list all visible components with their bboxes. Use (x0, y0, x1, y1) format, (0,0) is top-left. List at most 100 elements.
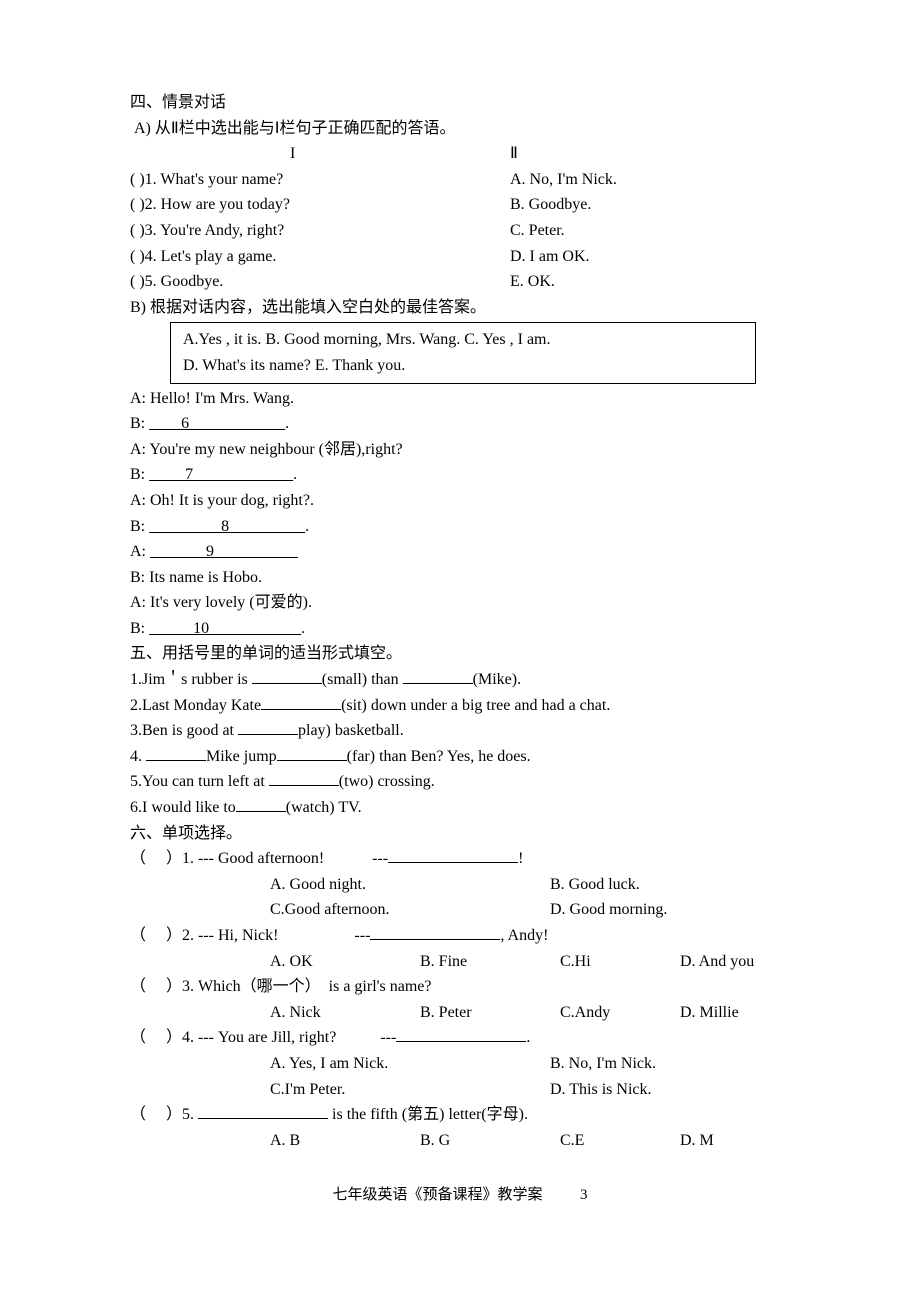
dialogue-line: A: It's very lovely (可爱的). (130, 590, 790, 616)
q5-blank[interactable] (198, 1118, 328, 1119)
q1-d[interactable]: D. Good morning. (550, 897, 667, 923)
dialogue-line: B: 7 . (130, 462, 790, 488)
fill-blank[interactable] (269, 785, 339, 786)
q5-pre: （ ）5. (130, 1106, 198, 1123)
match-right: D. I am OK. (510, 244, 590, 270)
match-left: How are you today? (161, 196, 290, 213)
footer-text: 七年级英语《预备课程》教学案 (332, 1187, 542, 1203)
q4-a[interactable]: A. Yes, I am Nick. (270, 1051, 550, 1077)
q1-b[interactable]: B. Good luck. (550, 872, 640, 898)
dialogue-blank[interactable]: 8 (149, 518, 305, 535)
page-number: 3 (580, 1187, 588, 1203)
q2-b[interactable]: B. Fine (420, 949, 560, 975)
q1-post: ! (518, 850, 523, 867)
q3-b[interactable]: B. Peter (420, 1000, 560, 1026)
fill-blank[interactable] (146, 760, 206, 761)
match-row: ( )1. What's your name?A. No, I'm Nick. (130, 167, 790, 193)
dialogue-blank[interactable]: 6 (149, 415, 285, 432)
dialogue-line: A: Oh! It is your dog, right?. (130, 488, 790, 514)
q1-opts-row1: A. Good night.B. Good luck. (130, 872, 790, 898)
q4-post: . (526, 1029, 530, 1046)
q5-c[interactable]: C.E (560, 1128, 680, 1154)
dialogue-line: A: You're my new neighbour (邻居),right? (130, 437, 790, 463)
q3-c[interactable]: C.Andy (560, 1000, 680, 1026)
match-num[interactable]: ( )2. (130, 196, 157, 213)
dialogue-line: A: Hello! I'm Mrs. Wang. (130, 386, 790, 412)
fill-line: 2.Last Monday Kate(sit) down under a big… (130, 693, 790, 719)
q4-d[interactable]: D. This is Nick. (550, 1077, 651, 1103)
q3-opts: A. NickB. PeterC.AndyD. Millie (130, 1000, 790, 1026)
fill-line: 1.Jim＇s rubber is (small) than (Mike). (130, 667, 790, 693)
dialogue-line: A: 9 (130, 539, 790, 565)
q1-opts-row2: C.Good afternoon.D. Good morning. (130, 897, 790, 923)
fill-blank[interactable] (261, 709, 341, 710)
q1-stem: （ ）1. --- Good afternoon! ---! (130, 846, 790, 872)
section6-title: 六、单项选择。 (130, 821, 790, 847)
fill-line: 5.You can turn left at (two) crossing. (130, 769, 790, 795)
q5-post: is the fifth (第五) letter(字母). (328, 1106, 528, 1123)
match-right: B. Goodbye. (510, 192, 591, 218)
match-num[interactable]: ( )5. (130, 273, 157, 290)
col-right-header: Ⅱ (510, 141, 518, 167)
q2-blank[interactable] (370, 939, 500, 940)
q1-blank[interactable] (388, 862, 518, 863)
q2-pre: （ ）2. --- Hi, Nick! --- (130, 927, 370, 944)
section4-title: 四、情景对话 (130, 90, 790, 116)
section5-title: 五、用括号里的单词的适当形式填空。 (130, 641, 790, 667)
q3-a[interactable]: A. Nick (270, 1000, 420, 1026)
fill-line: 3.Ben is good at play) basketball. (130, 718, 790, 744)
fill-blank[interactable] (236, 811, 286, 812)
q5-a[interactable]: A. B (270, 1128, 420, 1154)
dialogue-line: B: 8 . (130, 514, 790, 540)
footer: 七年级英语《预备课程》教学案 3 (130, 1183, 790, 1207)
match-row: ( )3. You're Andy, right? C. Peter. (130, 218, 790, 244)
answer-box: A.Yes , it is. B. Good morning, Mrs. Wan… (170, 322, 756, 383)
section4a-instruction: A) 从Ⅱ栏中选出能与Ⅰ栏句子正确匹配的答语。 (130, 116, 790, 142)
fill-blank[interactable] (252, 683, 322, 684)
dialogue-blank[interactable]: 10 (149, 620, 301, 637)
fill-blank[interactable] (277, 760, 347, 761)
fill-blank[interactable] (238, 734, 298, 735)
section4b-instruction: B) 根据对话内容，选出能填入空白处的最佳答案。 (130, 295, 790, 321)
q5-b[interactable]: B. G (420, 1128, 560, 1154)
col-left-header: I (290, 141, 510, 167)
match-left: You're Andy, right? (160, 222, 284, 239)
q4-c[interactable]: C.I'm Peter. (270, 1077, 550, 1103)
dialogue-line: B: 10 . (130, 616, 790, 642)
q2-c[interactable]: C.Hi (560, 949, 680, 975)
match-left: Goodbye. (161, 273, 224, 290)
q5-opts: A. BB. GC.ED. M (130, 1128, 790, 1154)
match-num[interactable]: ( )3. (130, 222, 157, 239)
column-headers: I Ⅱ (130, 141, 790, 167)
q2-stem: （ ）2. --- Hi, Nick! ---, Andy! (130, 923, 790, 949)
match-row: ( )5. Goodbye. E. OK. (130, 269, 790, 295)
dialogue-line: B: Its name is Hobo. (130, 565, 790, 591)
q2-opts: A. OKB. FineC.HiD. And you (130, 949, 790, 975)
fill-line: 6.I would like to(watch) TV. (130, 795, 790, 821)
dialogue-line: B: 6 . (130, 411, 790, 437)
q2-d[interactable]: D. And you (680, 949, 754, 975)
q1-a[interactable]: A. Good night. (270, 872, 550, 898)
q4-pre: （ ）4. --- You are Jill, right? --- (130, 1029, 396, 1046)
dialogue-blank[interactable]: 7 (149, 466, 293, 483)
q4-opts-row1: A. Yes, I am Nick.B. No, I'm Nick. (130, 1051, 790, 1077)
match-num[interactable]: ( )4. (130, 248, 157, 265)
q3-stem: （ ）3. Which（哪一个） is a girl's name? (130, 974, 790, 1000)
q4-b[interactable]: B. No, I'm Nick. (550, 1051, 656, 1077)
q5-d[interactable]: D. M (680, 1128, 714, 1154)
q4-blank[interactable] (396, 1041, 526, 1042)
q3-d[interactable]: D. Millie (680, 1000, 739, 1026)
q5-stem: （ ）5. is the fifth (第五) letter(字母). (130, 1102, 790, 1128)
match-row: ( )2. How are you today? B. Goodbye. (130, 192, 790, 218)
q2-a[interactable]: A. OK (270, 949, 420, 975)
match-right: C. Peter. (510, 218, 565, 244)
q1-c[interactable]: C.Good afternoon. (270, 897, 550, 923)
fill-blank[interactable] (403, 683, 473, 684)
match-right: E. OK. (510, 269, 555, 295)
match-left: Let's play a game. (161, 248, 277, 265)
match-num[interactable]: ( )1. (130, 171, 157, 188)
box-line2: D. What's its name? E. Thank you. (183, 353, 743, 379)
q1-pre: （ ）1. --- Good afternoon! --- (130, 850, 388, 867)
match-right: A. No, I'm Nick. (510, 167, 617, 193)
dialogue-blank[interactable]: 9 (150, 543, 298, 560)
